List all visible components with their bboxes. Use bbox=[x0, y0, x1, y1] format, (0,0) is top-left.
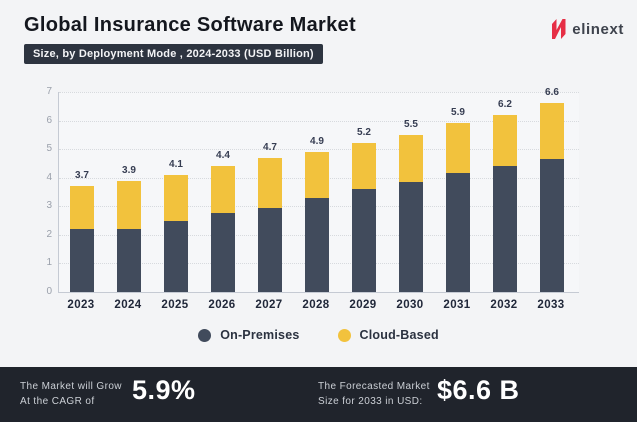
legend-label: Cloud-Based bbox=[359, 328, 439, 342]
bar-value-label-2025: 4.1 bbox=[169, 158, 183, 170]
bar-value-label-2031: 5.9 bbox=[451, 107, 465, 119]
bar-2032-on-premises-segment bbox=[493, 166, 517, 292]
bar-value-label-2026: 4.4 bbox=[216, 150, 230, 162]
bar-2026-on-premises-segment bbox=[211, 213, 235, 292]
forecast-caption: The Forecasted Market Size for 2033 in U… bbox=[318, 380, 430, 409]
bar-2024: 3.9 bbox=[117, 165, 141, 292]
bar-2023-cloud-based-segment bbox=[70, 186, 94, 230]
bar-2025: 4.1 bbox=[164, 159, 188, 292]
bar-value-label-2023: 3.7 bbox=[75, 170, 89, 182]
x-tick-label-2029: 2029 bbox=[349, 299, 377, 311]
bar-2033: 6.6 bbox=[540, 87, 564, 292]
bar-2023: 3.7 bbox=[70, 170, 94, 292]
bar-2031: 5.9 bbox=[446, 107, 470, 292]
bar-value-label-2027: 4.7 bbox=[263, 141, 277, 153]
legend-item-on-premises: On-Premises bbox=[198, 328, 299, 342]
x-tick-label-2030: 2030 bbox=[396, 299, 424, 311]
bar-2025-cloud-based-segment bbox=[164, 174, 188, 221]
bar-2030: 5.5 bbox=[399, 119, 423, 292]
bar-value-label-2024: 3.9 bbox=[122, 164, 136, 176]
bar-2028-cloud-based-segment bbox=[305, 152, 329, 198]
bar-2024-on-premises-segment bbox=[117, 229, 141, 292]
bar-2027: 4.7 bbox=[258, 142, 282, 292]
y-tick-label-7: 7 bbox=[46, 86, 52, 97]
elinext-logo-icon bbox=[550, 18, 567, 40]
cagr-caption-line2: At the CAGR of bbox=[20, 395, 95, 407]
chart-legend: On-Premises Cloud-Based bbox=[0, 328, 637, 342]
bar-2031-cloud-based-segment bbox=[446, 123, 470, 174]
y-tick-label-6: 6 bbox=[46, 114, 52, 126]
bar-value-label-2028: 4.9 bbox=[310, 136, 324, 147]
forecast-value: $6.6 B bbox=[437, 375, 520, 405]
plot-area: 3.7 3.9 4.1 4.4 4.7 4.9 5.2 5.5 5.9 6.2 6.6 bbox=[58, 87, 579, 293]
bar-2026-cloud-based-segment bbox=[211, 166, 235, 214]
x-tick-label-2023: 2023 bbox=[67, 299, 95, 311]
legend-dot-icon bbox=[198, 328, 212, 342]
x-tick-label-2027: 2027 bbox=[255, 299, 283, 311]
bar-2027-on-premises-segment bbox=[258, 207, 282, 292]
y-tick-label-1: 1 bbox=[46, 257, 52, 269]
y-axis: 0 1 2 3 4 5 6 7 bbox=[28, 86, 52, 297]
bar-value-label-2033: 6.6 bbox=[545, 87, 559, 99]
cagr-value: 5.9% bbox=[132, 375, 196, 405]
x-tick-label-2032: 2032 bbox=[490, 299, 518, 311]
elinext-logo-text: elinext bbox=[572, 20, 624, 38]
bar-2024-cloud-based-segment bbox=[117, 180, 141, 230]
bar-2033-cloud-based-segment bbox=[540, 103, 564, 160]
bar-2029: 5.2 bbox=[352, 127, 376, 292]
bar-2029-on-premises-segment bbox=[352, 189, 376, 292]
forecast-caption-line2: Size for 2033 in USD: bbox=[318, 395, 423, 407]
gridline-y7 bbox=[59, 92, 579, 93]
bar-2028: 4.9 bbox=[305, 136, 329, 292]
bar-value-label-2032: 6.2 bbox=[498, 98, 512, 110]
bar-2023-on-premises-segment bbox=[70, 229, 94, 292]
bar-2026: 4.4 bbox=[211, 150, 235, 292]
y-tick-label-5: 5 bbox=[46, 143, 52, 155]
elinext-logo: elinext bbox=[550, 18, 624, 40]
cagr-caption: The Market will Grow At the CAGR of bbox=[20, 380, 122, 409]
x-tick-label-2024: 2024 bbox=[114, 299, 142, 311]
footer-stats-bar: The Market will Grow At the CAGR of 5.9%… bbox=[0, 367, 637, 422]
bar-2032: 6.2 bbox=[493, 99, 517, 292]
bar-2031-on-premises-segment bbox=[446, 173, 470, 292]
bar-2027-cloud-based-segment bbox=[258, 157, 282, 208]
bar-2032-cloud-based-segment bbox=[493, 114, 517, 167]
subtitle-badge: Size, by Deployment Mode , 2024-2033 (US… bbox=[24, 44, 323, 64]
bar-2029-cloud-based-segment bbox=[352, 143, 376, 190]
y-tick-label-0: 0 bbox=[46, 286, 52, 297]
bar-2028-on-premises-segment bbox=[305, 197, 329, 292]
bar-2030-cloud-based-segment bbox=[399, 134, 423, 182]
y-tick-label-3: 3 bbox=[46, 200, 52, 212]
bar-2025-on-premises-segment bbox=[164, 220, 188, 292]
x-tick-label-2031: 2031 bbox=[443, 299, 471, 311]
y-tick-label-2: 2 bbox=[46, 228, 52, 240]
gridline-y5 bbox=[59, 149, 579, 151]
cagr-caption-line1: The Market will Grow bbox=[20, 381, 122, 392]
bar-value-label-2030: 5.5 bbox=[404, 118, 418, 130]
legend-label: On-Premises bbox=[220, 328, 300, 342]
legend-item-cloud-based: Cloud-Based bbox=[337, 328, 439, 342]
x-tick-label-2033: 2033 bbox=[537, 299, 565, 311]
gridline-y6 bbox=[59, 120, 579, 122]
bar-2033-on-premises-segment bbox=[540, 159, 564, 292]
bar-value-label-2029: 5.2 bbox=[357, 127, 371, 139]
x-tick-label-2025: 2025 bbox=[161, 299, 189, 311]
legend-dot-icon bbox=[337, 328, 351, 342]
y-tick-label-4: 4 bbox=[46, 171, 52, 183]
forecast-caption-line1: The Forecasted Market bbox=[318, 381, 430, 392]
x-tick-label-2028: 2028 bbox=[302, 299, 330, 311]
x-tick-label-2026: 2026 bbox=[208, 299, 236, 311]
bar-2030-on-premises-segment bbox=[399, 182, 423, 292]
page-title: Global Insurance Software Market bbox=[24, 14, 356, 36]
